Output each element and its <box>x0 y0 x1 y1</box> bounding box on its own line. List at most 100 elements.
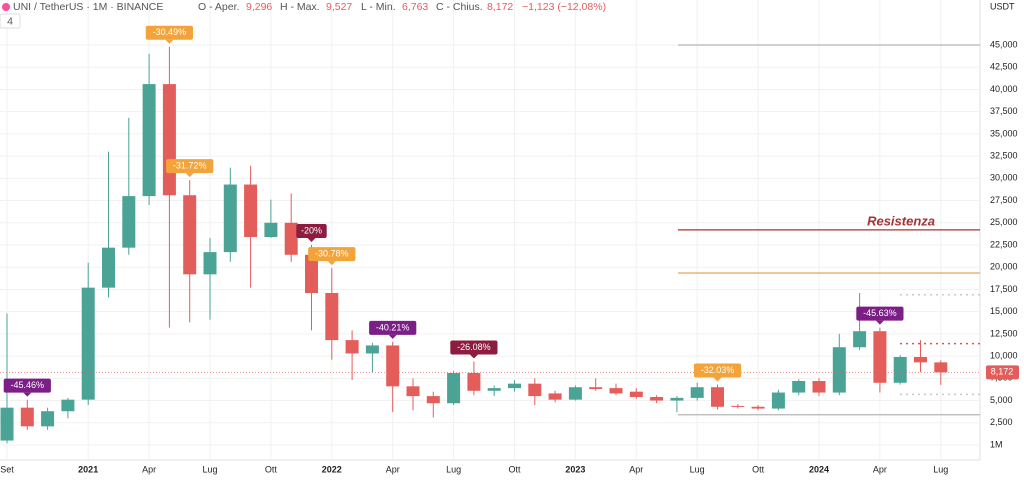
candle-body <box>711 387 724 407</box>
indicator-box[interactable] <box>0 13 21 29</box>
ohlc-label: C - Chius. <box>436 1 483 13</box>
price-label: 8,172 <box>991 367 1014 377</box>
y-tick-label: 35,000 <box>990 128 1018 138</box>
candle-body <box>142 84 156 197</box>
y-tick-label: 10,000 <box>990 350 1018 360</box>
candle-body <box>873 331 887 383</box>
y-tick-label: 2,500 <box>990 417 1013 427</box>
y-tick-label: 40,000 <box>990 84 1018 94</box>
candle-body <box>650 397 664 401</box>
x-tick-label: Apr <box>142 464 156 474</box>
candle-body <box>41 411 55 427</box>
candle-body <box>406 386 420 397</box>
y-tick-label: 20,000 <box>990 262 1018 272</box>
annotation-text: -30.49% <box>153 27 187 37</box>
candle-body <box>305 254 318 293</box>
annotation-pointer <box>327 261 336 266</box>
candle-body <box>467 373 481 391</box>
candle-body <box>426 396 440 404</box>
x-tick-label: Lug <box>690 464 705 474</box>
annotation-pointer <box>185 173 194 178</box>
y-tick-label: 32,500 <box>990 150 1018 160</box>
candle-body <box>325 293 339 341</box>
x-tick-label: Lug <box>202 464 217 474</box>
candle-body <box>914 357 927 363</box>
ohlc-value: 8,172 <box>487 1 513 13</box>
ohlc-value: 9,296 <box>246 1 272 13</box>
annotation-box <box>145 25 193 40</box>
annotation-text: -20% <box>301 225 322 235</box>
y-tick-label: 37,500 <box>990 106 1018 116</box>
y-tick-label: 22,500 <box>990 239 1018 249</box>
x-tick-label: Set <box>0 464 14 474</box>
candle-body <box>670 397 684 401</box>
y-tick-label: 12,500 <box>990 328 1018 338</box>
annotation-pointer <box>469 354 478 359</box>
candle-body <box>61 399 75 412</box>
annotation-box <box>3 378 51 393</box>
plot: Resistenza -45.46% -30.49% -31.72% -20% -30.7… <box>0 25 980 444</box>
candle-body <box>0 407 14 441</box>
candle-body <box>792 381 806 393</box>
candle-body <box>487 388 501 391</box>
candle-body <box>122 196 136 248</box>
annotation-text: -45.46% <box>11 380 45 390</box>
x-tick-label: 2021 <box>78 464 98 474</box>
x-tick-label: Ott <box>508 464 521 474</box>
x-tick-label: 2022 <box>322 464 342 474</box>
level-label: Resistenza <box>867 213 935 228</box>
annotation-text: -40.21% <box>376 322 410 332</box>
candle-body <box>345 340 359 354</box>
annotation-pointer <box>875 320 884 325</box>
candle-body <box>244 184 258 237</box>
annotation-box <box>693 363 742 378</box>
x-tick-label: 2023 <box>565 464 585 474</box>
candle-body <box>223 184 237 253</box>
candle-body <box>751 406 765 409</box>
candle-body <box>102 247 115 288</box>
y-tick-label: 5,000 <box>990 395 1013 405</box>
annotation-text: -45.63% <box>863 308 897 318</box>
candle-body <box>386 345 400 387</box>
y-tick-label: 45,000 <box>990 39 1018 49</box>
x-tick-label: Ott <box>752 464 765 474</box>
candle-body <box>690 387 704 398</box>
annotation-box <box>308 247 356 262</box>
candle-body <box>508 383 521 389</box>
y-tick-label: 25,000 <box>990 217 1018 227</box>
annotation-pointer <box>713 377 722 382</box>
y-tick-label: 1M <box>990 439 1003 449</box>
candle-body <box>731 405 745 407</box>
candle-body <box>934 362 948 373</box>
y-tick-label: 30,000 <box>990 173 1018 183</box>
x-tick-label: Apr <box>629 464 643 474</box>
y-tick-label: 17,500 <box>990 284 1018 294</box>
y-tick-label: 27,500 <box>990 195 1018 205</box>
annotation-text: -30.78% <box>315 248 349 258</box>
candle-body <box>629 391 643 397</box>
annotation-pointer <box>388 334 397 339</box>
ohlc-value: 9,527 <box>326 1 352 13</box>
candle-body <box>609 388 623 394</box>
currency: USDT <box>990 1 1015 11</box>
symbol-icon <box>2 3 10 11</box>
symbol: UNI / TetherUS · 1M · BINANCE <box>13 1 163 13</box>
candle-body <box>528 383 542 397</box>
x-tick-label: Apr <box>873 464 887 474</box>
annotation-box <box>369 320 417 335</box>
annotation-box <box>296 224 327 238</box>
annotation-pointer <box>307 238 316 242</box>
candle-body <box>589 387 603 389</box>
change: −1,123 (−12,08%) <box>522 1 606 13</box>
ohlc-label: L - Min. <box>361 1 396 13</box>
indicator-count[interactable]: 4 <box>7 15 13 27</box>
price-label-box <box>986 365 1019 380</box>
x-tick-label: Ott <box>265 464 278 474</box>
candle-body <box>264 222 278 237</box>
candle-body <box>832 347 846 393</box>
annotation-text: -26.08% <box>457 342 491 352</box>
ohlc-value: 6,763 <box>402 1 428 13</box>
candle-body <box>162 84 176 196</box>
